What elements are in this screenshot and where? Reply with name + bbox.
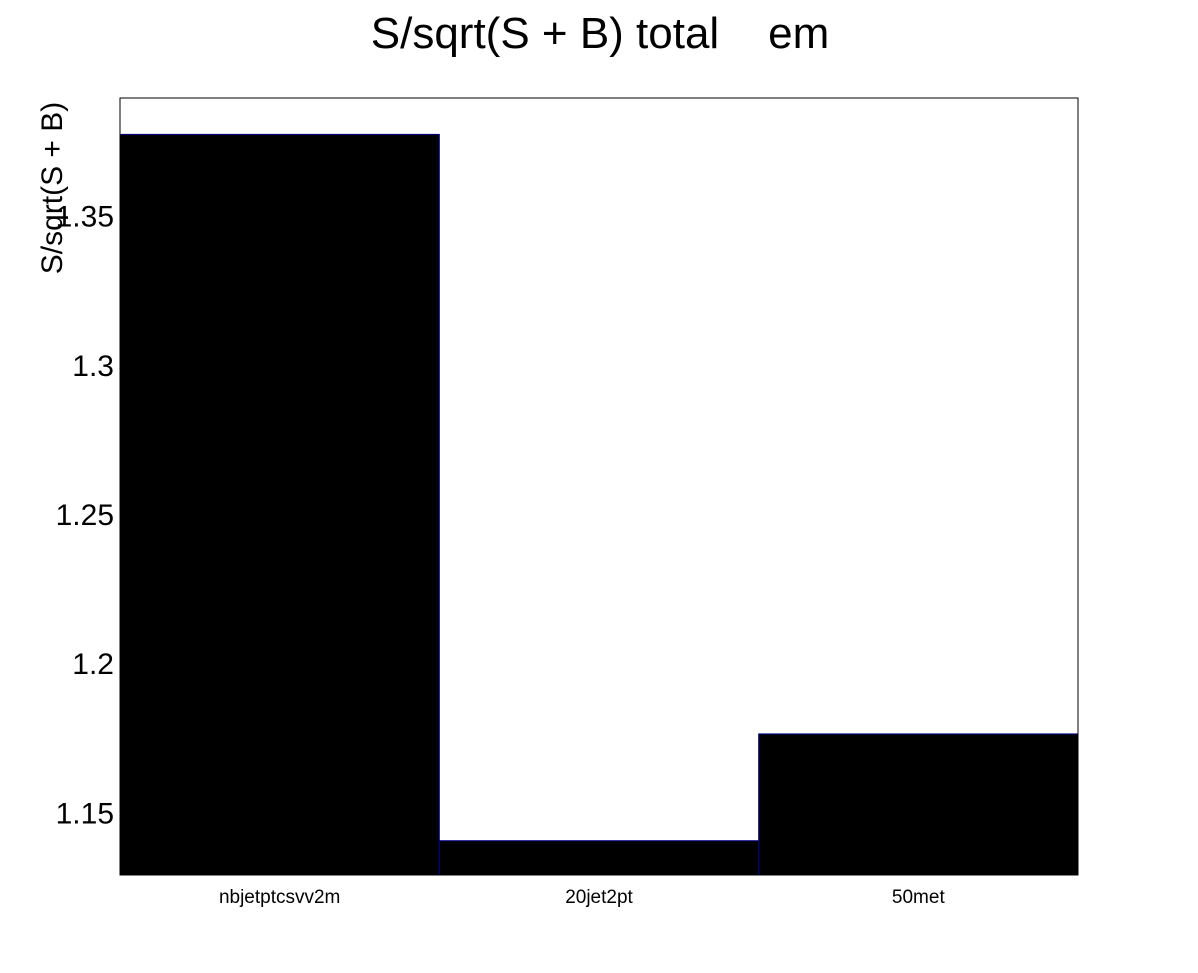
x-tick-label: nbjetptcsvv2m <box>219 887 340 908</box>
y-axis-label: S/sqrt(S + B) <box>36 102 69 275</box>
bar-nbjetptcsvv2m <box>119 133 440 876</box>
bar-50met <box>758 733 1079 876</box>
bars <box>119 133 1079 876</box>
y-tick-label: 1.2 <box>72 648 114 681</box>
y-tick-label: 1.35 <box>56 201 114 234</box>
y-tick-label: 1.25 <box>56 499 114 532</box>
chart-title: S/sqrt(S + B) total em <box>371 9 829 58</box>
y-tick-label: 1.3 <box>72 350 114 383</box>
x-tick-label: 20jet2pt <box>565 887 633 908</box>
bar-20jet2pt <box>438 840 760 876</box>
plot-frame <box>119 97 1079 876</box>
y-tick-label: 1.15 <box>56 797 114 830</box>
y-axis: 1.15 1.2 1.25 1.3 1.35 <box>56 201 134 830</box>
x-axis: nbjetptcsvv2m 20jet2pt 50met <box>219 887 946 908</box>
x-tick-label: 50met <box>892 887 946 908</box>
